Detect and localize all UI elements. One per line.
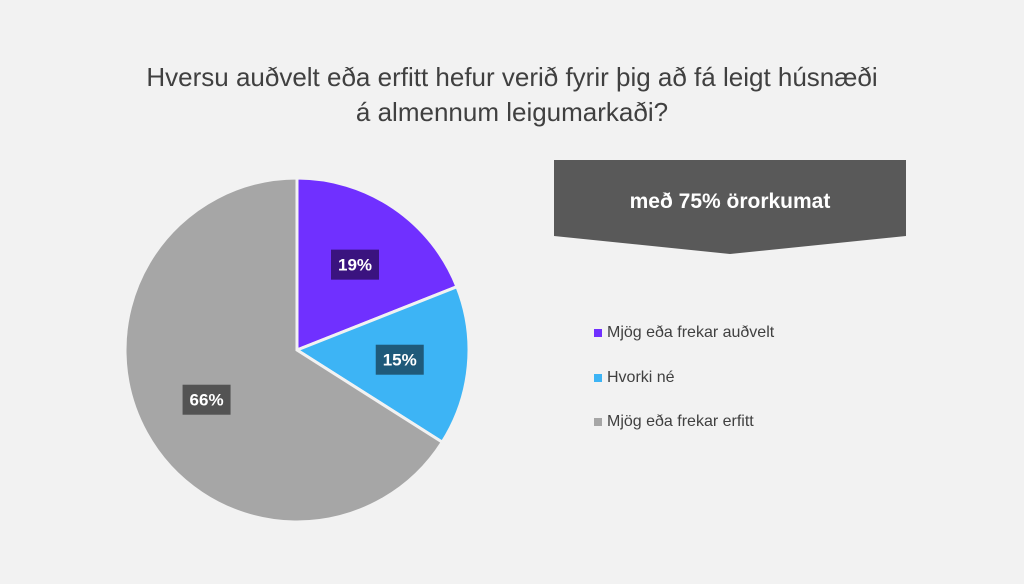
data-label-box — [331, 249, 380, 280]
data-label-2: 15% — [375, 344, 424, 375]
legend-label: Hvorki né — [607, 369, 675, 386]
data-label-text: 15% — [383, 351, 417, 370]
legend-item-easy: Mjög eða frekar auðvelt — [594, 324, 774, 342]
subtitle: með 75% örorkumat — [629, 190, 831, 213]
legend-swatch — [594, 374, 602, 382]
title-line-1: Hversu auðvelt eða erfitt hefur verið fy… — [146, 62, 878, 92]
title-line-2: á almennum leigumarkaði? — [355, 97, 669, 127]
data-label-text: 19% — [338, 256, 372, 275]
legend-swatch — [594, 418, 602, 426]
chart-title: Hversu auðvelt eða erfitt hefur verið fy… — [0, 60, 1024, 130]
pie-slice-3 — [123, 176, 445, 524]
data-label-text: 66% — [190, 391, 224, 410]
legend-item-difficult: Mjög eða frekar erfitt — [594, 413, 754, 431]
legend-label: Mjög eða frekar erfitt — [607, 413, 754, 430]
data-label-1: 19% — [331, 249, 380, 280]
legend-label: Mjög eða frekar auðvelt — [607, 324, 775, 341]
subtitle-banner — [554, 160, 906, 254]
legend-item-neither: Hvorki né — [594, 369, 675, 387]
data-label-box — [182, 384, 231, 415]
legend-swatch — [594, 329, 602, 337]
data-label-3: 66% — [182, 384, 231, 415]
data-label-box — [375, 344, 424, 375]
